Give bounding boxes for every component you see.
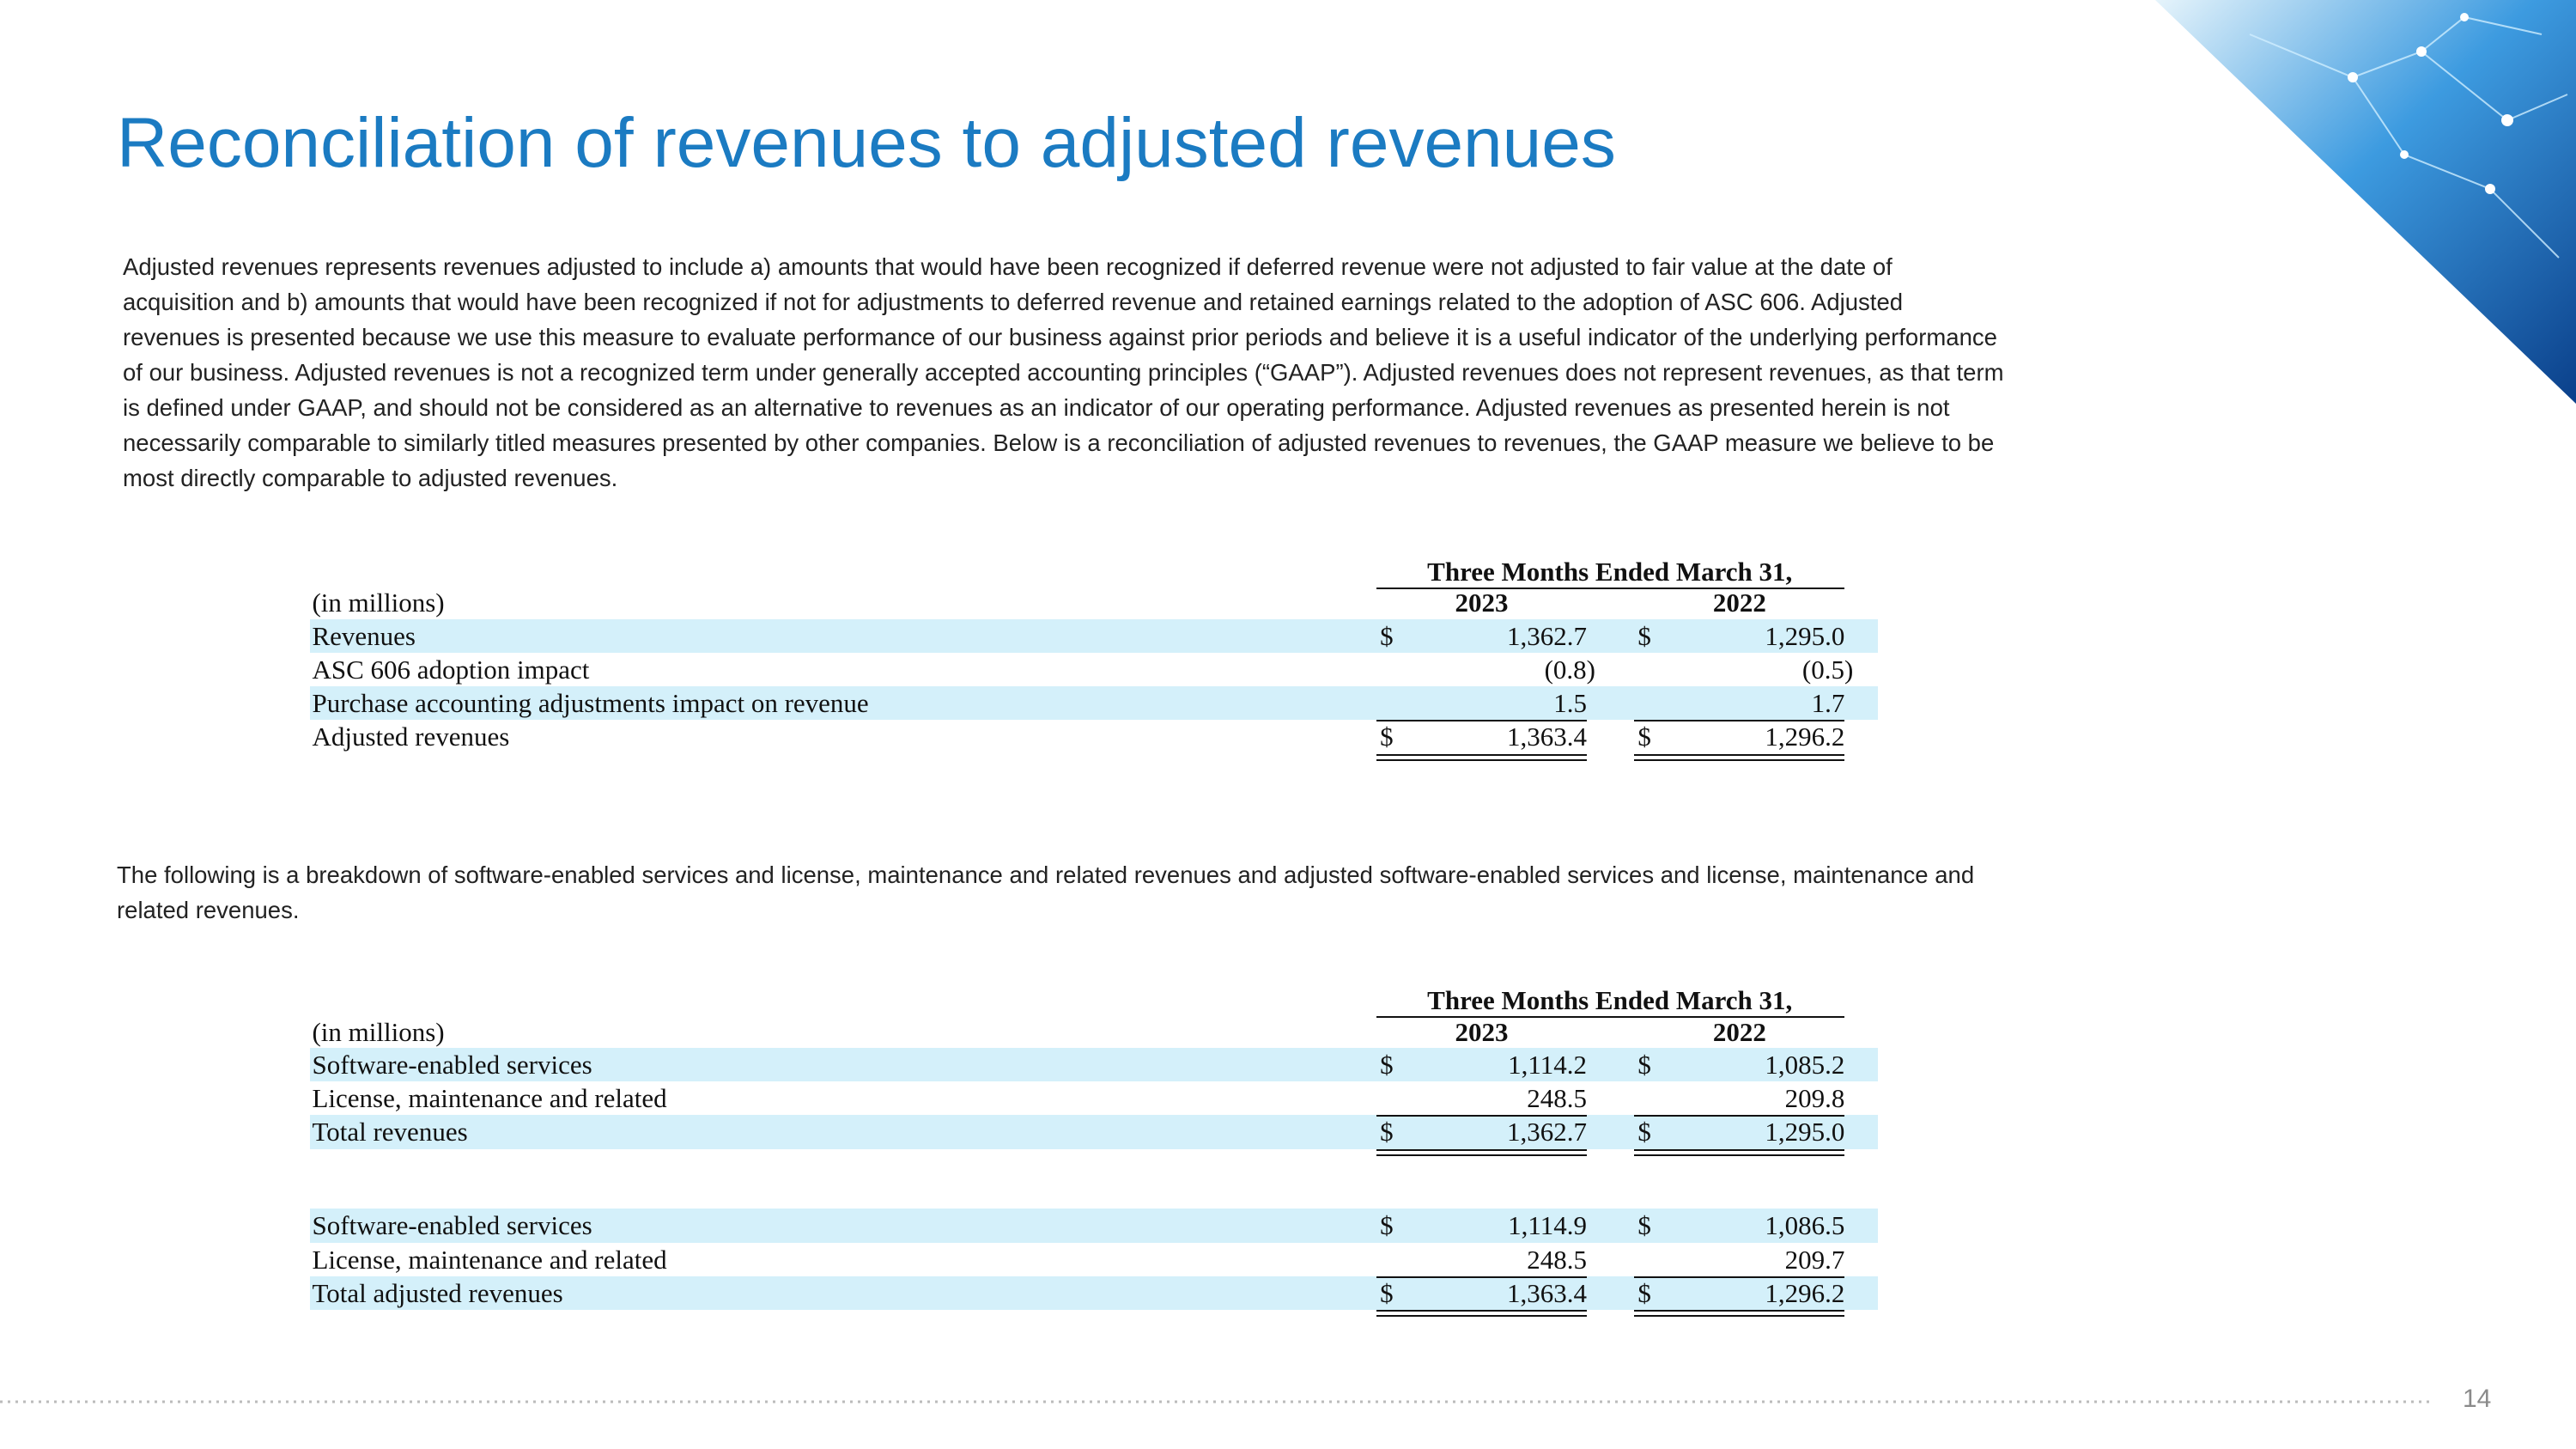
rule bbox=[1634, 758, 1845, 761]
value: 1.5 bbox=[1553, 688, 1587, 719]
network-nodes bbox=[2348, 13, 2513, 194]
currency: $ bbox=[1380, 1210, 1394, 1241]
currency: $ bbox=[1380, 620, 1394, 651]
rule bbox=[1376, 1154, 1587, 1156]
rule bbox=[1634, 753, 1845, 756]
row-label: Software-enabled services bbox=[312, 1050, 592, 1081]
paragraph-line: acquisition and b) amounts that would ha… bbox=[123, 289, 1904, 315]
value: 1,295.0 bbox=[1765, 1117, 1845, 1148]
page-number: 14 bbox=[2463, 1385, 2492, 1413]
rule bbox=[1376, 1310, 1587, 1312]
rule bbox=[1376, 1148, 1587, 1151]
rule bbox=[1634, 1148, 1845, 1151]
row-label: Total adjusted revenues bbox=[312, 1277, 563, 1308]
paragraph-line: most directly comparable to adjusted rev… bbox=[123, 465, 618, 491]
row-shade bbox=[310, 1048, 1878, 1082]
currency: $ bbox=[1637, 1210, 1651, 1241]
value: 1,363.4 bbox=[1506, 1277, 1587, 1308]
year-header: 2022 bbox=[1712, 1016, 1766, 1047]
rule bbox=[1376, 758, 1587, 761]
rule bbox=[1376, 1115, 1587, 1117]
value: 1,114.9 bbox=[1508, 1210, 1587, 1241]
paragraph-line: related revenues. bbox=[117, 897, 300, 923]
period-header: Three Months Ended March 31, bbox=[1427, 985, 1793, 1016]
rule bbox=[1634, 1115, 1845, 1117]
rule bbox=[1634, 1154, 1845, 1156]
rule bbox=[1634, 1310, 1845, 1312]
row-label: Purchase accounting adjustments impact o… bbox=[312, 688, 869, 719]
value: 1,296.2 bbox=[1765, 1277, 1845, 1308]
paragraph-line: revenues is presented because we use thi… bbox=[123, 324, 1997, 350]
value: 1,362.7 bbox=[1506, 1117, 1587, 1148]
network-graphic bbox=[2155, 0, 2576, 404]
rule bbox=[1376, 720, 1587, 722]
unit-label: (in millions) bbox=[312, 1016, 445, 1047]
rule bbox=[1634, 1315, 1845, 1318]
row-shade bbox=[310, 1275, 1878, 1311]
rule bbox=[1376, 1315, 1587, 1318]
year-header: 2023 bbox=[1455, 588, 1509, 618]
currency: $ bbox=[1637, 620, 1651, 651]
year-header: 2022 bbox=[1712, 588, 1766, 618]
row-label: Revenues bbox=[312, 620, 416, 651]
row-shade bbox=[310, 1115, 1878, 1149]
currency: $ bbox=[1637, 1277, 1651, 1308]
currency: $ bbox=[1380, 1277, 1394, 1308]
row-shade bbox=[310, 618, 1878, 653]
currency: $ bbox=[1380, 1117, 1394, 1148]
row-shade bbox=[310, 1209, 1878, 1243]
row-shade bbox=[310, 686, 1878, 721]
row-label: Software-enabled services bbox=[312, 1210, 592, 1241]
paragraph-line: of our business. Adjusted revenues is no… bbox=[123, 359, 2004, 386]
currency: $ bbox=[1380, 721, 1394, 752]
period-header: Three Months Ended March 31, bbox=[1427, 557, 1793, 588]
title: Reconciliation of revenues to adjusted r… bbox=[117, 104, 1616, 182]
rule bbox=[1376, 1275, 1587, 1278]
row-label: Adjusted revenues bbox=[312, 721, 510, 752]
value: 1,085.2 bbox=[1765, 1050, 1845, 1081]
value: 1,295.0 bbox=[1765, 620, 1845, 651]
currency: $ bbox=[1637, 1117, 1651, 1148]
paragraph-line: necessarily comparable to similarly titl… bbox=[123, 429, 1995, 456]
row-label: License, maintenance and related bbox=[312, 1244, 667, 1275]
rule bbox=[1634, 1275, 1845, 1278]
row-label: ASC 606 adoption impact bbox=[312, 654, 590, 685]
value: 1,363.4 bbox=[1506, 721, 1587, 752]
value: 248.5 bbox=[1527, 1244, 1587, 1275]
value: 1.7 bbox=[1811, 688, 1845, 719]
currency: $ bbox=[1637, 1050, 1651, 1081]
value: (0.5) bbox=[1801, 654, 1854, 685]
paragraph-line: Adjusted revenues represents revenues ad… bbox=[123, 253, 1893, 280]
rule bbox=[1634, 720, 1845, 722]
paragraph-line: is defined under GAAP, and should not be… bbox=[123, 394, 1950, 421]
currency: $ bbox=[1637, 721, 1651, 752]
value: 248.5 bbox=[1527, 1083, 1587, 1114]
value: 1,086.5 bbox=[1765, 1210, 1845, 1241]
value: 1,114.2 bbox=[1508, 1050, 1587, 1081]
rule bbox=[1376, 587, 1845, 589]
year-header: 2023 bbox=[1455, 1016, 1509, 1047]
value: 1,362.7 bbox=[1506, 620, 1587, 651]
value: 209.7 bbox=[1784, 1244, 1845, 1275]
row-label: License, maintenance and related bbox=[312, 1083, 667, 1114]
value: (0.8) bbox=[1544, 654, 1595, 685]
value: 1,296.2 bbox=[1765, 721, 1845, 752]
currency: $ bbox=[1380, 1050, 1394, 1081]
rule bbox=[1376, 1016, 1845, 1019]
unit-label: (in millions) bbox=[312, 588, 445, 618]
paragraph-line: The following is a breakdown of software… bbox=[117, 861, 1975, 888]
row-label: Total revenues bbox=[312, 1117, 468, 1148]
value: 209.8 bbox=[1784, 1083, 1845, 1114]
rule bbox=[1376, 753, 1587, 756]
